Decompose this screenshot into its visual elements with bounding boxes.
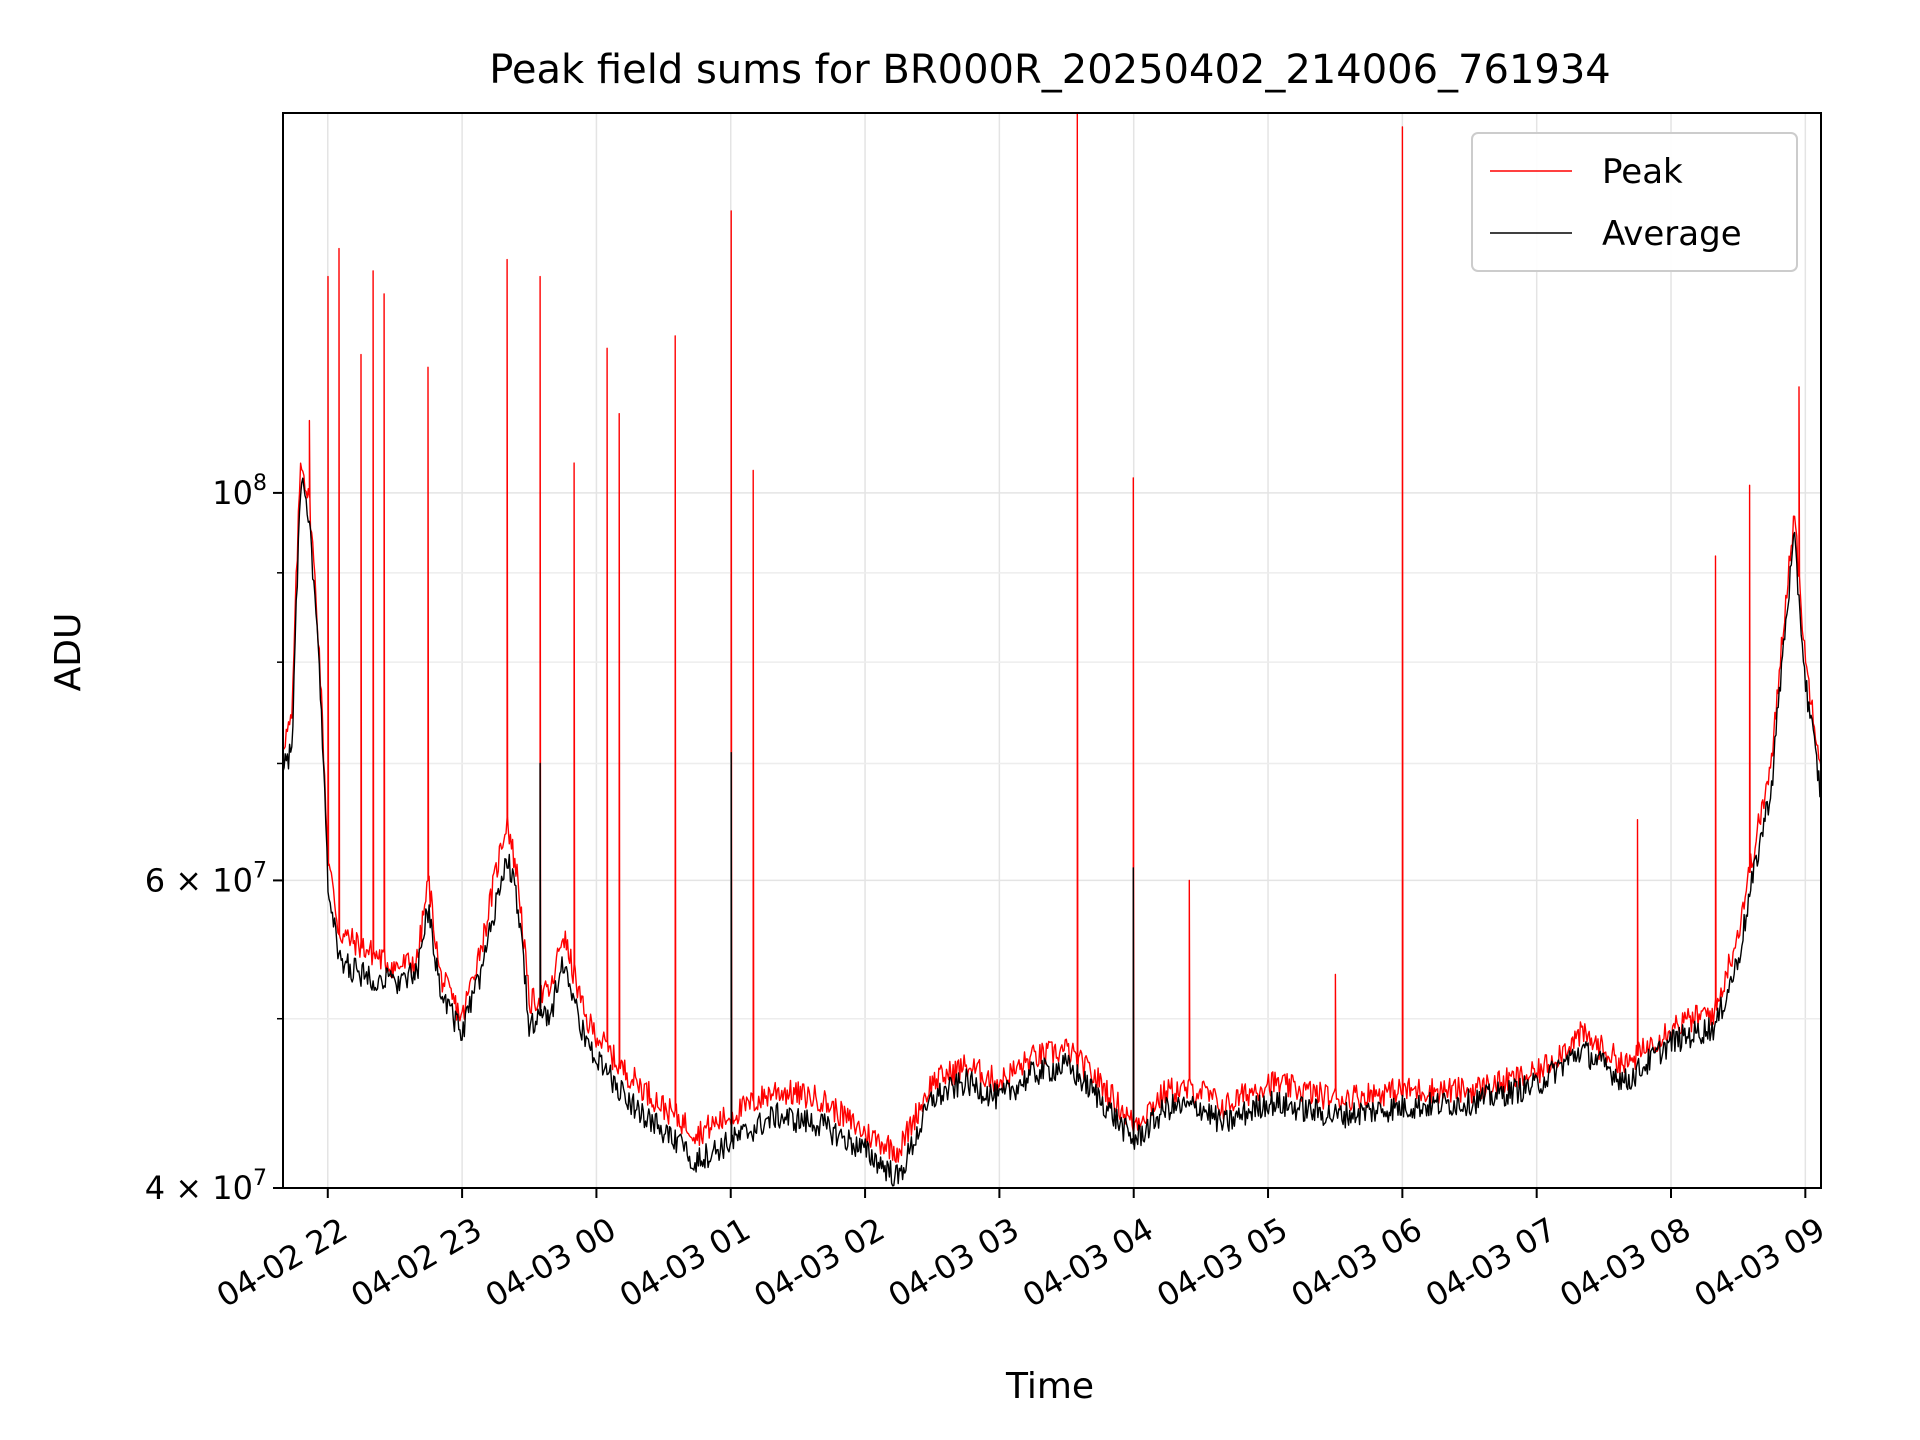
y-axis: 4 × 107 6 × 107 108 xyxy=(145,471,283,1207)
legend-label-peak: Peak xyxy=(1602,152,1683,192)
series-line-average xyxy=(282,477,1822,1187)
chart-title: Peak field sums for BR000R_20250402_2140… xyxy=(489,47,1611,93)
legend-label-average: Average xyxy=(1602,214,1742,254)
series-layer xyxy=(282,112,1822,1187)
y-tick-label: 4 × 107 xyxy=(145,1166,267,1207)
legend: Peak Average xyxy=(1471,132,1798,272)
plot-frame xyxy=(282,112,1822,1189)
y-tick-label: 6 × 107 xyxy=(145,858,267,899)
y-axis-label: ADU xyxy=(48,613,89,692)
series-line-peak xyxy=(282,112,1822,1163)
legend-box xyxy=(1471,132,1798,272)
x-axis-label: Time xyxy=(1005,1366,1094,1407)
y-tick-label: 108 xyxy=(212,471,267,512)
